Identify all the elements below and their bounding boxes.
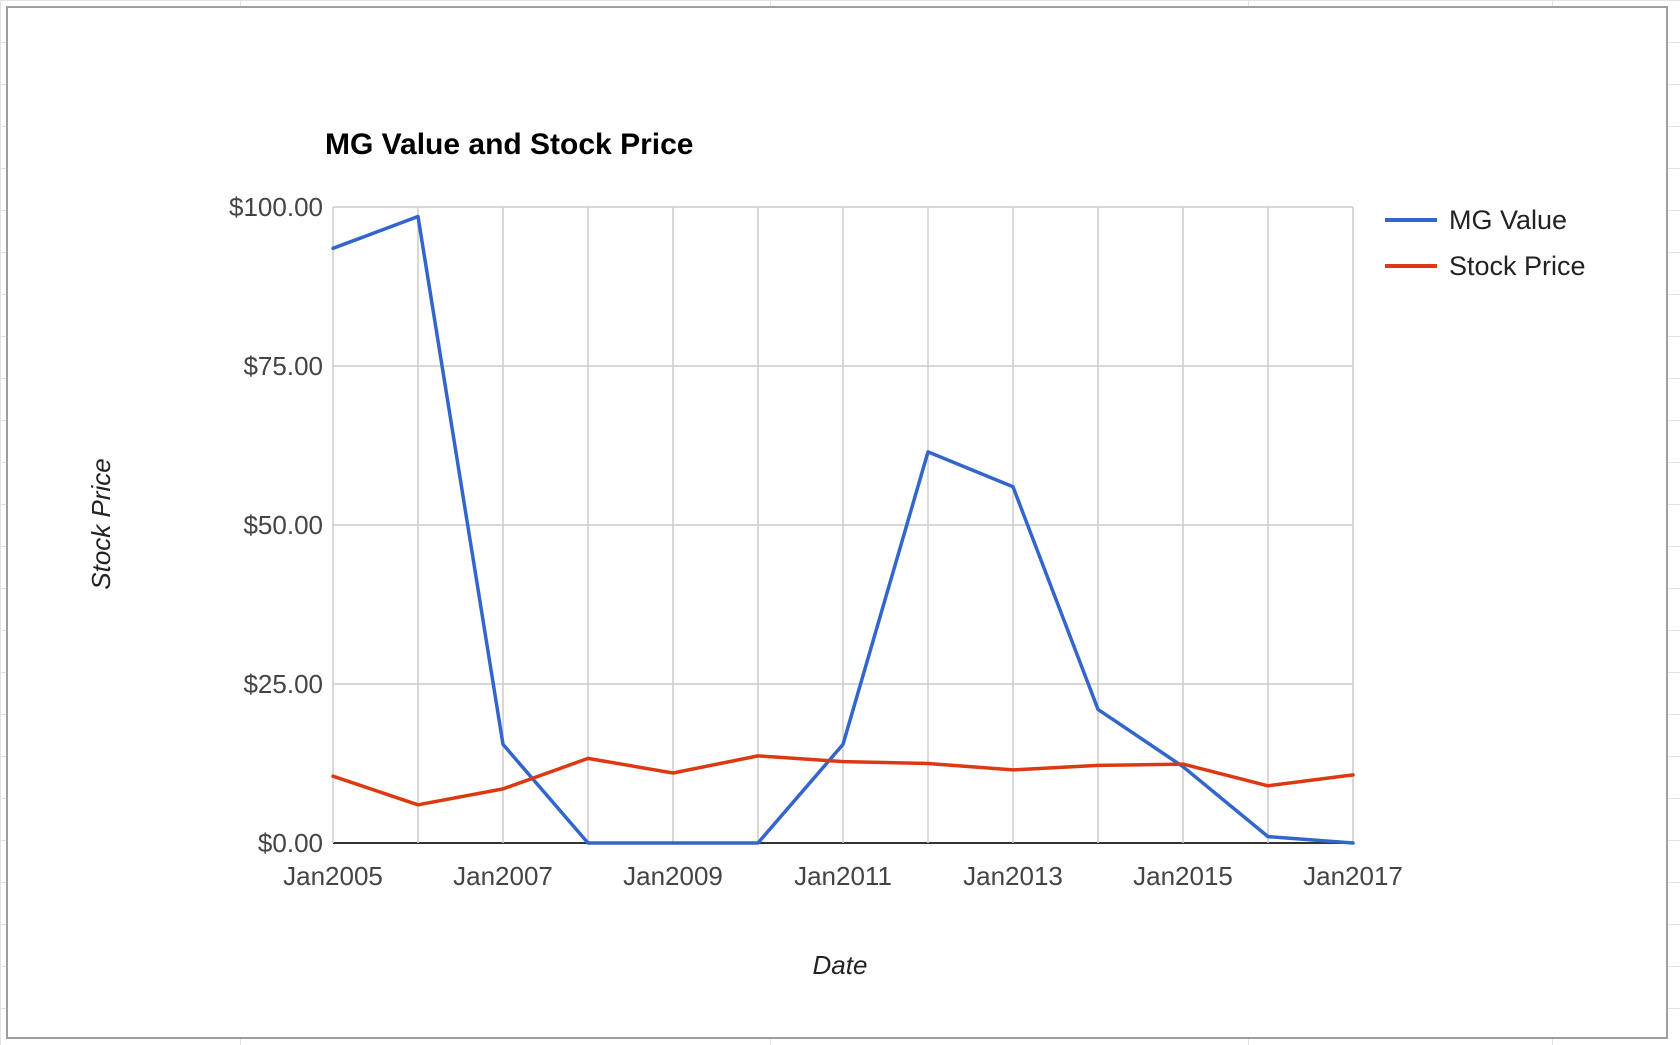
x-tick-label: Jan2015 bbox=[1133, 861, 1233, 891]
y-axis-title: Stock Price bbox=[86, 458, 116, 590]
chart-title: MG Value and Stock Price bbox=[325, 128, 693, 161]
x-tick-label: Jan2017 bbox=[1303, 861, 1403, 891]
x-tick-label: Jan2007 bbox=[453, 861, 553, 891]
x-tick-label: Jan2013 bbox=[963, 861, 1063, 891]
y-tick-label: $50.00 bbox=[243, 510, 323, 540]
series-lines bbox=[331, 214, 1355, 845]
legend-label-mg-value: MG Value bbox=[1449, 205, 1567, 235]
y-tick-label: $75.00 bbox=[243, 351, 323, 381]
series-line-mg-value bbox=[331, 214, 1355, 845]
y-tick-label: $100.00 bbox=[229, 192, 323, 222]
x-tick-label: Jan2011 bbox=[794, 861, 892, 891]
y-tick-label: $0.00 bbox=[258, 828, 323, 858]
series-line-stock-price bbox=[331, 754, 1355, 807]
y-axis-ticks: $0.00 $25.00 $50.00 $75.00 $100.00 bbox=[229, 192, 323, 858]
gridlines bbox=[332, 206, 1354, 844]
x-tick-label: Jan2009 bbox=[623, 861, 723, 891]
x-tick-label: Jan2005 bbox=[283, 861, 383, 891]
legend-label-stock-price: Stock Price bbox=[1449, 251, 1586, 281]
x-axis-title: Date bbox=[813, 950, 868, 980]
y-tick-label: $25.00 bbox=[243, 669, 323, 699]
x-axis-ticks: Jan2005 Jan2007 Jan2009 Jan2011 Jan2013 Jan20… bbox=[283, 861, 1403, 891]
legend: MG Value Stock Price bbox=[1385, 205, 1586, 281]
chart-container[interactable] bbox=[6, 6, 1668, 1039]
